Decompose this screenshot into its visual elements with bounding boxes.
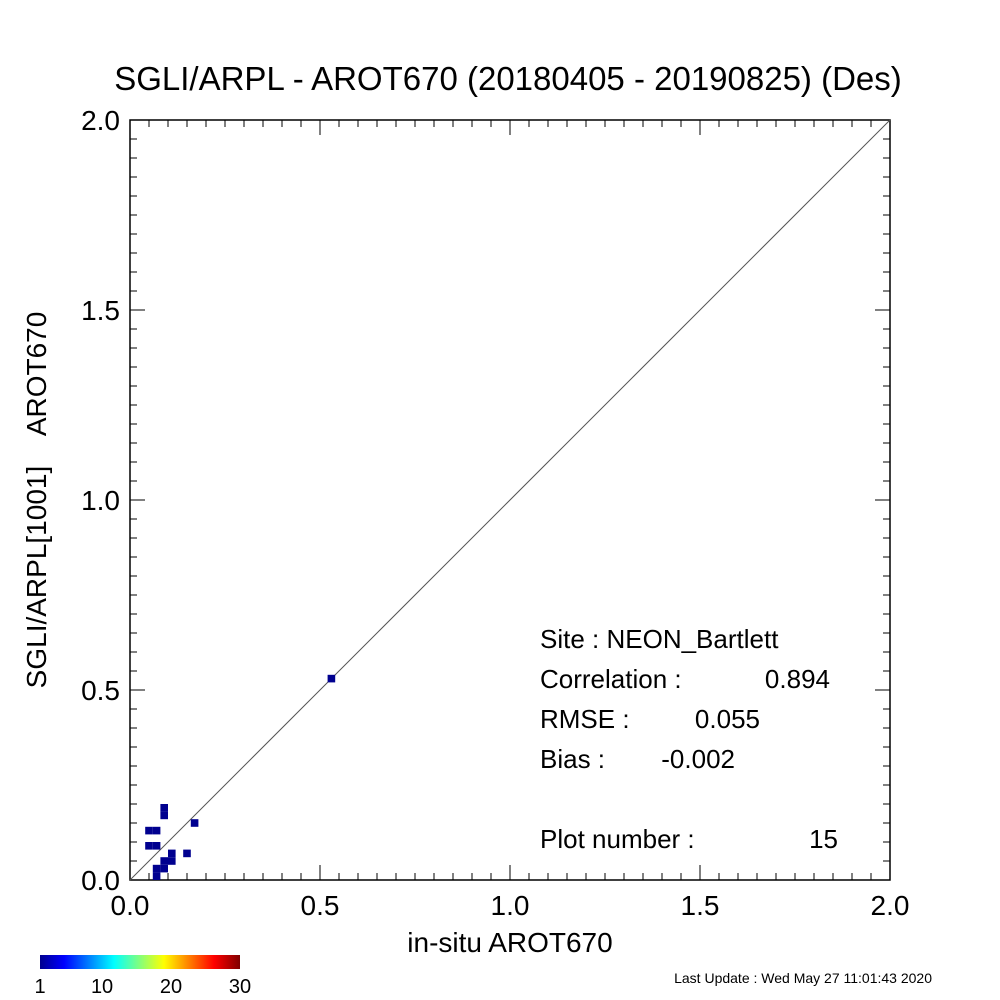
x-tick-label: 1.5: [681, 890, 720, 921]
site-text: Site : NEON_Bartlett: [540, 624, 779, 654]
x-tick-label: 1.0: [491, 890, 530, 921]
correlation-label: Correlation :: [540, 664, 682, 694]
y-tick-label: 1.5: [81, 295, 120, 326]
density-cell: [160, 864, 168, 873]
colorbar-labels: 1 10 20 30: [34, 976, 251, 998]
density-cell: [160, 857, 168, 865]
colorbar: 1 10 20 30: [34, 955, 251, 998]
colorbar-gradient: [40, 955, 240, 969]
bias-value: -0.002: [661, 744, 735, 774]
last-update-text: Last Update : Wed May 27 11:01:43 2020: [674, 970, 932, 986]
density-cell: [168, 849, 176, 858]
correlation-value: 0.894: [765, 664, 830, 694]
y-tick-label: 0.0: [81, 865, 120, 896]
density-cell: [190, 819, 199, 827]
axis-tick-labels: 0.0 0.5 1.0 1.5 2.0 0.0 0.5 1.0 1.5 2.0: [81, 105, 909, 921]
x-tick-label: 2.0: [871, 890, 910, 921]
stats-box: Site : NEON_Bartlett Correlation : 0.894…: [540, 624, 838, 854]
density-cell: [160, 811, 168, 820]
one-to-one-line: [129, 119, 891, 881]
colorbar-tick-label: 20: [160, 976, 182, 998]
density-cell: [145, 826, 153, 835]
density-cell: [145, 842, 153, 850]
plot-number-label: Plot number :: [540, 824, 695, 854]
y-tick-label: 0.5: [81, 675, 120, 706]
density-cell: [183, 849, 191, 858]
x-tick-label: 0.0: [111, 890, 150, 921]
y-tick-label: 2.0: [81, 105, 120, 136]
x-axis-label: in-situ AROT670: [407, 927, 612, 958]
density-cell: [152, 872, 161, 880]
density-cell: [152, 826, 161, 835]
axis-ticks: [129, 119, 891, 881]
chart-title: SGLI/ARPL - AROT670 (20180405 - 20190825…: [114, 60, 902, 97]
density-cell: [327, 674, 336, 683]
density-cell: [152, 864, 161, 873]
bias-label: Bias :: [540, 744, 605, 774]
density-cell: [160, 804, 168, 812]
colorbar-tick-label: 10: [91, 976, 113, 998]
y-tick-label: 1.0: [81, 485, 120, 516]
density-cell: [168, 857, 176, 865]
rmse-value: 0.055: [695, 704, 760, 734]
x-tick-label: 0.5: [301, 890, 340, 921]
y-axis-label: SGLI/ARPL[1001] AROT670: [21, 312, 52, 689]
colorbar-tick-label: 30: [229, 976, 251, 998]
plot-number-value: 15: [809, 824, 838, 854]
colorbar-tick-label: 1: [34, 976, 45, 998]
density-cell: [152, 842, 161, 850]
density-cells: [145, 674, 336, 880]
rmse-label: RMSE :: [540, 704, 630, 734]
